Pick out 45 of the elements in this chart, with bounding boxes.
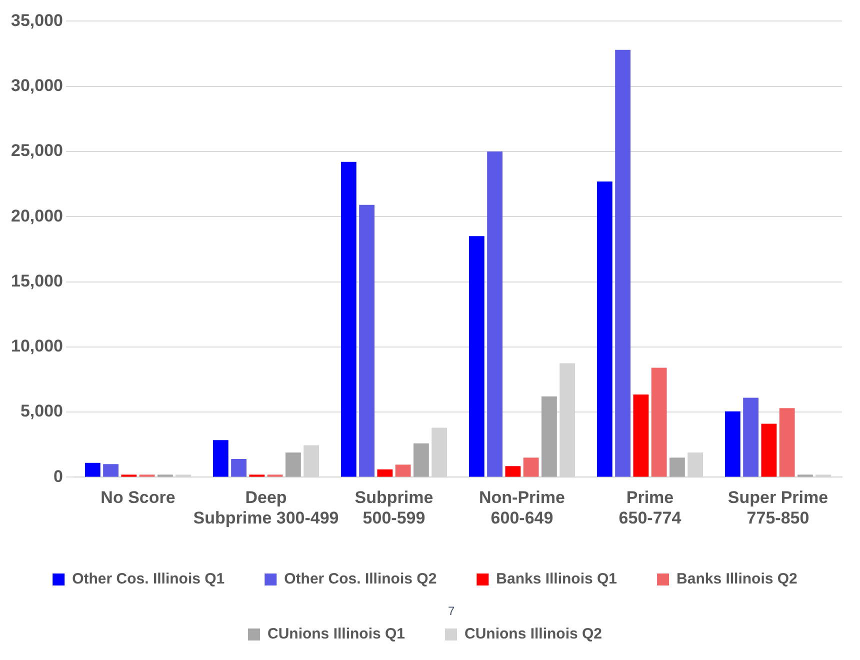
y-tick-label: 35,000	[10, 10, 63, 30]
legend-label: Banks Illinois Q1	[496, 570, 618, 588]
bar	[84, 462, 100, 477]
bar	[615, 50, 631, 477]
bar	[761, 424, 777, 477]
y-tick-label: 30,000	[10, 76, 63, 96]
legend-label: Banks Illinois Q2	[676, 570, 798, 588]
legend-label: CUnions Illinois Q1	[267, 626, 406, 643]
bar	[743, 398, 759, 477]
legend-label: Other Cos. Illinois Q1	[72, 570, 225, 588]
bar	[523, 458, 539, 477]
bar	[395, 464, 411, 477]
bar	[468, 236, 484, 477]
y-tick-label: 10,000	[10, 336, 63, 356]
y-tick-label: 25,000	[10, 141, 63, 160]
y-tick-label: 5,000	[20, 402, 63, 421]
bar	[340, 162, 356, 477]
bar	[103, 464, 119, 477]
bar	[779, 408, 795, 477]
text: 7	[448, 604, 455, 618]
x-tick-label: Prime 650-774	[618, 488, 682, 528]
legend-label: Other Cos. Illinois Q2	[284, 570, 437, 588]
bar	[724, 411, 740, 477]
bar	[633, 394, 649, 477]
y-tick-label: 15,000	[10, 271, 63, 290]
x-tick-label: Subprime 500-599	[354, 488, 434, 528]
bar	[596, 181, 612, 477]
x-tick-label: No Score	[100, 488, 176, 508]
bar	[651, 368, 667, 477]
legend-label: CUnions Illinois Q2	[464, 626, 602, 643]
bar	[541, 396, 557, 477]
bar	[359, 204, 375, 477]
bar	[212, 440, 228, 477]
y-tick-label: 20,000	[10, 206, 63, 226]
bar	[505, 466, 521, 477]
bar	[487, 151, 503, 477]
x-tick-label: Non-Prime 600-649	[479, 488, 565, 528]
bar	[285, 452, 301, 477]
bar	[669, 458, 685, 477]
y-tick-label: 0	[54, 466, 63, 486]
bar	[413, 443, 429, 477]
x-tick-label: Deep Subprime 300-499	[193, 488, 339, 528]
bar	[377, 469, 393, 477]
x-tick-label: Super Prime 775-850	[728, 488, 828, 528]
bar	[231, 458, 247, 477]
